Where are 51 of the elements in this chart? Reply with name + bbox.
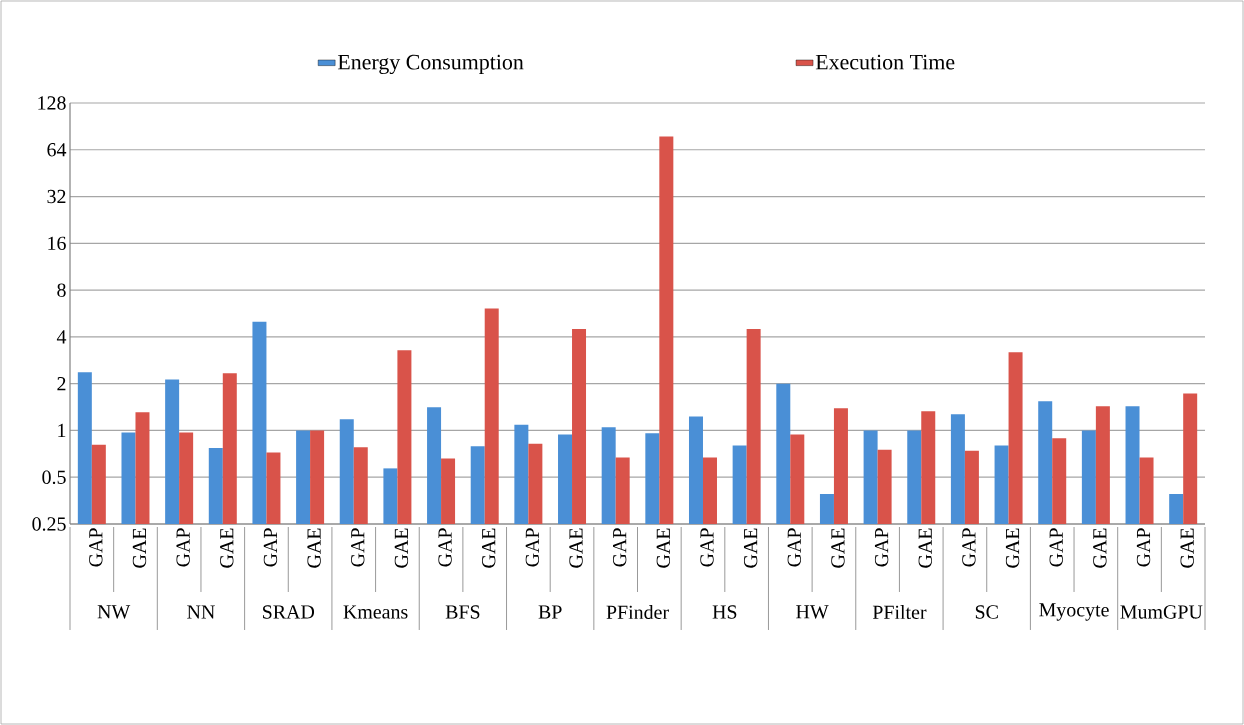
x-tick-label: GAP (89, 528, 103, 567)
x-tick-label: GAE (482, 528, 496, 568)
x-tick-label: GAP (874, 528, 889, 567)
y-tick-label: 16 (48, 236, 66, 251)
x-tick-label: GAE (831, 528, 845, 568)
x-tick-label: GAP (351, 528, 365, 567)
x-tick-label: GAE (220, 528, 234, 568)
x-tick-label: GAE (918, 528, 932, 568)
text: NN (187, 605, 215, 619)
text: MumGPU (1120, 605, 1203, 619)
y-tick-label: 1 (58, 423, 66, 438)
x-tick-label: GAE (1180, 528, 1194, 568)
x-tick-label: GAP (962, 528, 976, 567)
text: HS (712, 605, 737, 619)
x-tick-label: GAE (569, 528, 583, 568)
y-tick-label: 0.5 (42, 470, 66, 484)
text: SRAD (263, 605, 315, 619)
x-tick-label: GAP (612, 528, 627, 567)
y-tick-label: 4 (56, 330, 67, 344)
x-tick-label: GAP (525, 528, 540, 567)
x-tick-label: GAE (307, 528, 321, 568)
text: BFS (445, 605, 480, 619)
text: NW (97, 605, 131, 619)
y-tick-label: 0.25 (32, 517, 66, 531)
text: PFilter (872, 604, 927, 619)
text: Myocyte (1039, 603, 1109, 621)
x-tick-label: GAE (1005, 528, 1020, 568)
x-tick-label: GAE (743, 528, 758, 568)
y-tick-label: 128 (38, 96, 66, 110)
text: BP (538, 605, 562, 619)
x-tick-label: GAE (1093, 528, 1107, 568)
text: Kmeans (343, 605, 408, 619)
text: PFinder (606, 604, 669, 619)
x-tick-label: GAP (1136, 528, 1151, 567)
x-tick-label: GAP (1049, 528, 1063, 567)
y-tick-label: 32 (47, 189, 66, 204)
x-tick-label: GAE (656, 528, 671, 568)
x-tick-label: GAP (176, 528, 190, 567)
y-tick-label: 2 (57, 377, 66, 391)
x-tick-label: GAP (263, 528, 278, 567)
x-tick-label: GAP (438, 528, 452, 567)
y-tick-label: 8 (57, 283, 66, 297)
y-tick-label: 64 (47, 143, 67, 157)
legend-label: Execution Time (815, 54, 955, 70)
x-tick-label: GAP (787, 528, 801, 567)
legend-label: Energy Consumption (337, 54, 524, 75)
x-tick-label: GAP (700, 528, 714, 567)
x-tick-label: GAE (132, 528, 147, 568)
text: HW (796, 605, 829, 619)
x-tick-label: GAE (394, 528, 409, 568)
text: SC (975, 605, 998, 619)
